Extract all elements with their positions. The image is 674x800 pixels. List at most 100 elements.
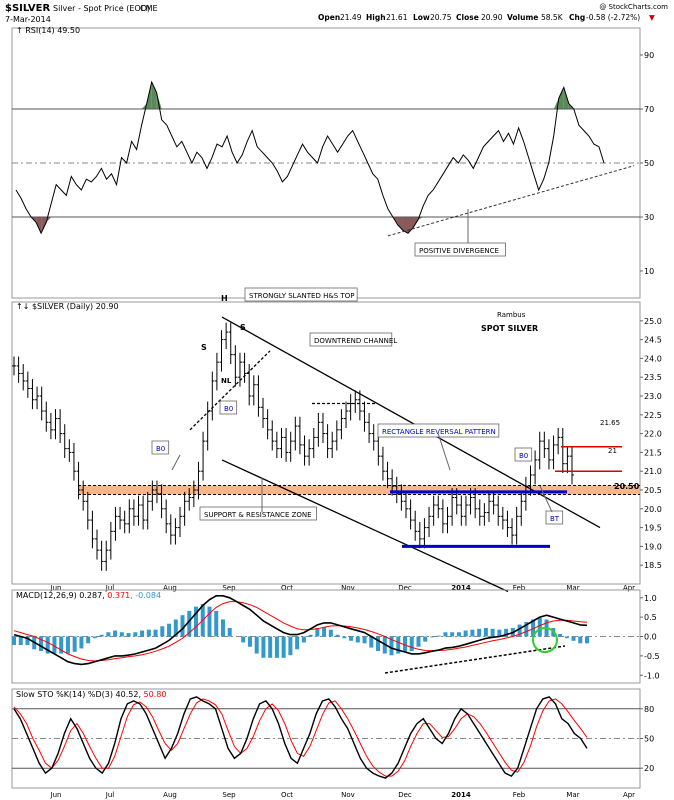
price-bar [44,401,49,432]
macd-hist-bar [52,636,57,654]
price-bar [122,510,127,534]
macd-hist-bar [106,632,111,637]
price-ytick-label: 19.5 [644,524,662,533]
target-21-65-label: 21.65 [600,419,620,427]
downtrend-channel-label-box [309,332,393,347]
price-bar [81,480,86,511]
sto-x-tick-label: 2014 [451,791,471,799]
price-bar [35,386,40,410]
chart-subject-label: SPOT SILVER [481,324,538,333]
macd-hist-bar [315,627,320,637]
rectangle-pattern-label-box [377,423,500,438]
price-x-tick-label: Mar [566,584,579,592]
sto-x-tick-label: Sep [222,791,236,799]
macd-hist-bar [335,634,340,637]
price-title: ↑↓ $SILVER (Daily) 20.90 [16,302,119,311]
instrument-name: Silver - Spot Price (EOD) [53,4,150,13]
macd-hist-bar [126,633,131,637]
macd-hist-bar [322,627,327,637]
price-bar [76,461,81,500]
price-bar [242,352,247,383]
macd-hist-bar [254,636,259,654]
head-label: H [221,294,228,303]
macd-hist-bar [59,636,64,654]
rsi-ytick-label: 10 [644,267,654,276]
price-bar [459,495,464,526]
sto-x-tick-label: Nov [341,791,355,799]
price-bar [191,480,196,507]
ohlc-summary: Open 21.49 High 21.61 Low 20.75 Close 20… [318,13,655,22]
macd-hist-bar [194,606,199,637]
macd-hist-bar [65,636,70,654]
sto-x-tick-label: Oct [281,791,293,799]
rsi-ytick-label: 50 [644,159,654,168]
macd-hist-bar [92,636,97,639]
support-zone-label-text: SUPPORT & RESISTANCE ZONE [204,511,312,519]
volume-label: Volume [507,13,538,22]
macd-hist-bar [389,636,394,656]
rsi-overbought-fill [151,82,157,109]
rsi-ytick-label: 30 [644,213,654,222]
price-bar [214,352,219,391]
macd-hist-bar [362,636,367,644]
macd-hist-bar [409,636,414,651]
price-bar [233,345,238,387]
open-label: Open [318,13,340,22]
macd-hist-bar [531,619,536,637]
macd-hist-bar [308,634,313,637]
rsi-ytick-label: 90 [644,51,654,60]
price-bar [164,499,169,534]
bt-pointer [539,485,553,513]
price-bar [25,371,30,398]
price-ytick-label: 24.0 [644,354,662,363]
support-zone-label-box [199,506,317,521]
price-bar [136,495,141,526]
macd-hist-bar [342,636,347,639]
sto-k-value: Slow STO %K(14) %D(3) 40.52, [16,690,144,699]
low-value: 20.75 [430,13,452,22]
price-bar [477,499,482,526]
macd-hist-bar [38,636,43,651]
macd-hist-bar [524,622,529,637]
author-label: Rambus [497,311,526,319]
price-bar [251,375,256,406]
price-bar [21,364,26,391]
neckline-label: NL [221,377,232,385]
price-bar [353,390,358,413]
macd-hist-bar [537,617,542,637]
price-bar [514,506,519,545]
rectangle-pattern-label: RECTANGLE REVERSAL PATTERN [377,423,500,438]
macd-hist-bar [301,636,306,643]
price-bar [205,401,210,451]
price-bar [334,420,339,451]
price-bar [71,443,76,481]
breakout-label-1: B0 [219,400,238,415]
price-bar [113,506,118,541]
price-bar [12,356,16,376]
macd-hist-bar [463,630,468,637]
rsi-overbought-fill [156,92,162,109]
price-bar [450,488,455,526]
price-bar [270,420,275,451]
price-bar [320,412,325,443]
downtrend-channel-label: DOWNTREND CHANNEL [309,332,397,347]
price-bar [325,424,330,459]
rsi-oversold-fill [36,217,42,234]
price-bar [399,484,404,511]
high-value: 21.61 [386,13,408,22]
price-x-tick-label: 2014 [451,584,471,592]
price-bar [394,476,399,504]
rect-pointer [437,432,451,471]
sto-x-tick-label: Dec [398,791,412,799]
price-bar [62,424,67,459]
price-bar [247,364,252,406]
price-bar [265,409,270,440]
price-ytick-label: 19.0 [644,542,662,551]
chg-value: -0.58 (-2.72%) [586,13,640,22]
price-bar [297,416,302,455]
macd-hist-bar [146,629,151,637]
close-value: 20.90 [481,13,503,22]
sto-x-tick-label: Aug [163,791,177,799]
breakout-label-2-text: B0 [156,445,165,453]
price-bar [491,491,496,515]
